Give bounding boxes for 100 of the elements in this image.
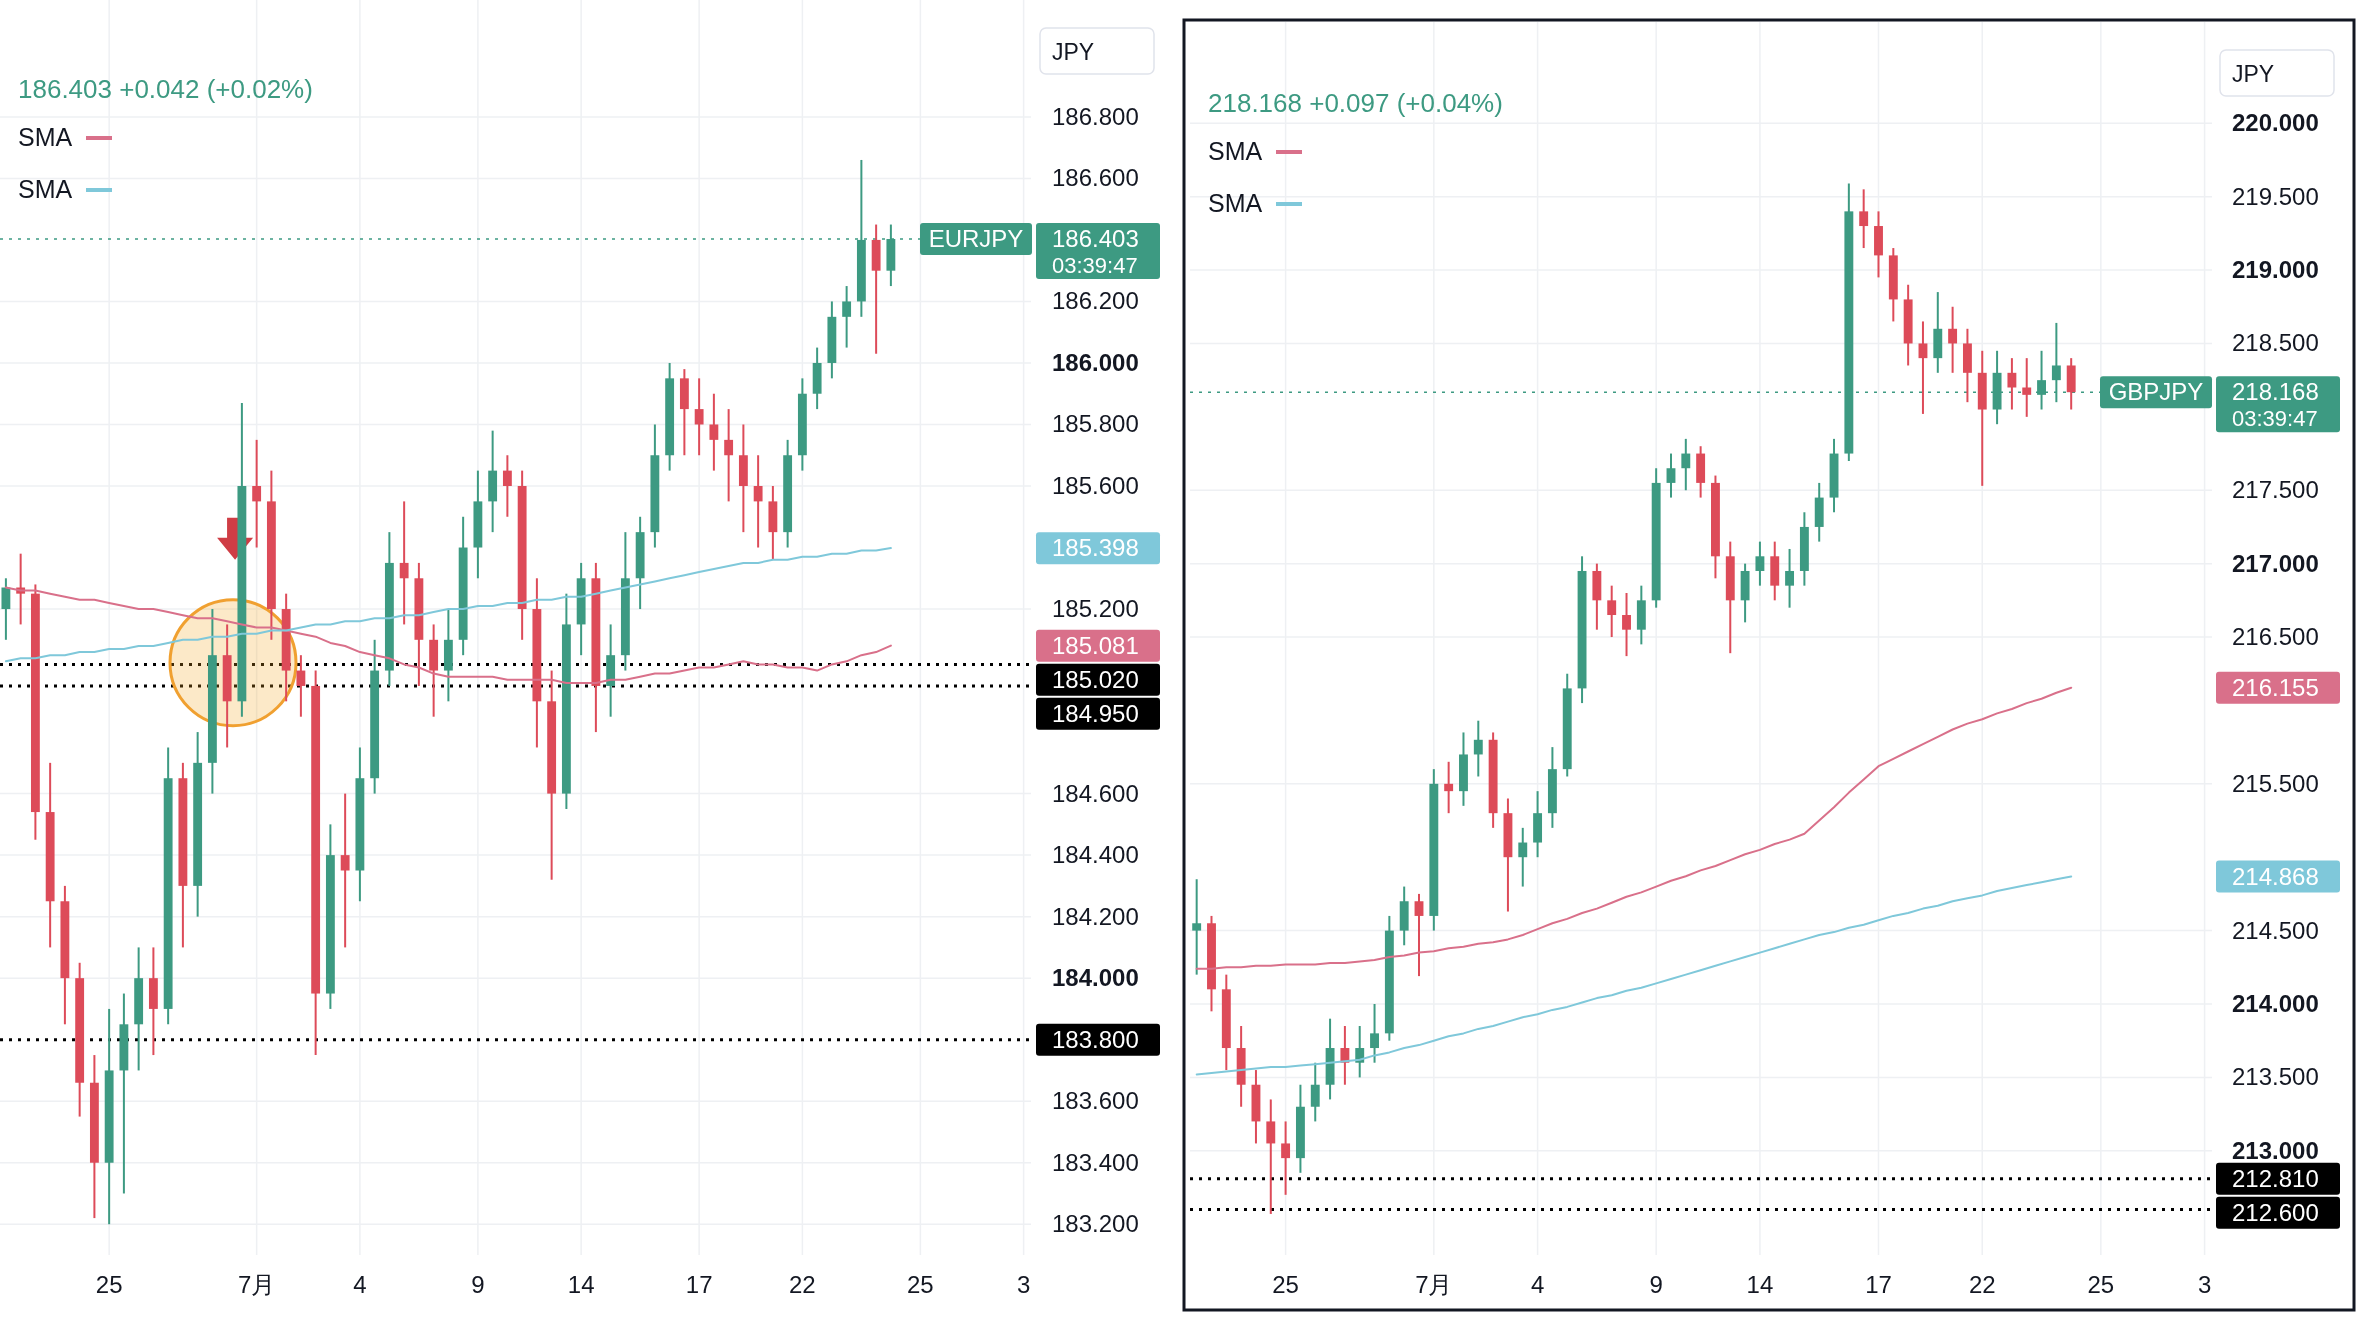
y-tick-label: 184.600 <box>1052 779 1139 807</box>
x-tick-label: 25 <box>1272 1271 1299 1298</box>
x-tick-label: 4 <box>1530 1271 1545 1298</box>
candlestick <box>502 454 512 518</box>
candlestick <box>709 392 719 472</box>
x-tick-label: 14 <box>567 1271 595 1298</box>
candlestick <box>694 377 704 457</box>
y-tick-label: 213.500 <box>2232 1063 2319 1091</box>
legend-label: SMA <box>18 175 73 203</box>
candlestick <box>252 438 262 549</box>
y-tick-label: 215.500 <box>2232 769 2319 797</box>
y-tick-label: 214.000 <box>2232 990 2319 1017</box>
y-tick-label: 183.600 <box>1052 1087 1139 1115</box>
ref-line-label: 185.020 <box>1052 665 1139 693</box>
x-tick-label: 4 <box>353 1271 367 1298</box>
text: 03:39:47 <box>2232 406 2318 432</box>
ref-line-label: 212.600 <box>2232 1198 2319 1226</box>
ref-line-label: 212.810 <box>2232 1164 2319 1192</box>
candlestick <box>1518 826 1528 888</box>
candlestick <box>1785 547 1795 609</box>
x-tick-label: 9 <box>1649 1271 1663 1298</box>
y-tick-label: 184.200 <box>1052 902 1139 930</box>
candlestick <box>1414 892 1424 978</box>
candlestick <box>753 454 763 549</box>
y-tick-label: 219.500 <box>2232 182 2319 210</box>
candlestick <box>1444 760 1454 815</box>
x-tick-label: 3 <box>1016 1271 1031 1298</box>
text: JPY <box>2232 61 2275 87</box>
ref-line-label: 186.403 <box>1052 225 1139 252</box>
legend-label: SMA <box>1208 189 1263 217</box>
x-tick-label: 7月 <box>1415 1271 1453 1298</box>
line-series <box>1195 875 2073 1076</box>
text: 214.868 <box>2232 862 2319 890</box>
candlestick <box>724 408 734 503</box>
candlestick <box>1948 305 1958 374</box>
line-series <box>4 547 892 663</box>
candlestick <box>1473 719 1483 778</box>
y-tick-label: 213.000 <box>2232 1136 2319 1164</box>
candlestick <box>399 500 409 626</box>
candlestick <box>1192 878 1202 976</box>
y-tick-label: 184.000 <box>1052 964 1139 992</box>
candlestick <box>842 285 852 349</box>
candlestick <box>2007 357 2017 411</box>
candlestick <box>1370 1003 1379 1064</box>
text: 185.081 <box>1052 631 1139 659</box>
x-tick-label: 17 <box>1865 1271 1892 1298</box>
ref-line-label: 218.168 <box>2232 378 2319 406</box>
y-tick-label: 186.200 <box>1052 287 1139 315</box>
x-tick-label: 25 <box>2087 1271 2115 1298</box>
y-tick-label: 218.500 <box>2232 329 2319 357</box>
y-tick-label: 183.400 <box>1052 1148 1139 1176</box>
text: 216.155 <box>2232 673 2319 701</box>
candlestick <box>1755 540 1765 587</box>
y-tick-label: 185.800 <box>1052 410 1139 438</box>
y-tick-label: 184.400 <box>1052 841 1139 869</box>
candlestick <box>2022 357 2032 418</box>
y-tick-label: 216.500 <box>2232 623 2319 651</box>
candlestick <box>1622 592 1631 658</box>
legend-label: SMA <box>18 123 73 151</box>
text: 03:39:47 <box>1052 253 1138 278</box>
y-tick-label: 220.000 <box>2232 109 2319 137</box>
candlestick <box>1859 188 1869 250</box>
text: 186.403 +0.042 (+0.02%) <box>18 74 313 104</box>
x-tick-label: 7月 <box>237 1271 276 1298</box>
y-tick-label: 217.000 <box>2232 549 2319 577</box>
candlestick <box>296 654 306 718</box>
x-tick-label: 17 <box>685 1271 713 1298</box>
ref-line-label: 183.800 <box>1052 1025 1139 1053</box>
line-series <box>1195 686 2073 970</box>
annotation: GBPJPY <box>2108 378 2204 406</box>
x-tick-label: 25 <box>907 1271 934 1298</box>
y-tick-label: 185.600 <box>1052 472 1139 499</box>
candlestick <box>1607 584 1617 639</box>
x-tick-label: 14 <box>1746 1271 1774 1298</box>
text: 218.168 +0.097 (+0.04%) <box>1208 88 1503 118</box>
candlestick <box>1266 1098 1276 1215</box>
candlestick <box>1681 437 1691 492</box>
candlestick <box>1666 452 1676 499</box>
x-tick-label: 22 <box>789 1271 816 1298</box>
y-tick-label: 185.200 <box>1052 595 1139 623</box>
candlestick <box>1918 320 1928 415</box>
y-tick-label: 217.500 <box>2232 476 2319 504</box>
ref-line-label: 184.950 <box>1052 699 1139 727</box>
x-tick-label: 22 <box>1968 1271 1996 1298</box>
y-tick-label: 214.500 <box>2232 916 2319 944</box>
candlestick <box>1281 1120 1291 1196</box>
y-tick-label: 186.600 <box>1052 164 1139 192</box>
x-tick-label: 9 <box>471 1271 485 1298</box>
annotation: EURJPY <box>928 225 1024 252</box>
text: JPY <box>1052 39 1095 65</box>
x-tick-label: 3 <box>2197 1271 2212 1298</box>
legend-label: SMA <box>1208 137 1263 165</box>
y-tick-label: 183.200 <box>1052 1210 1139 1238</box>
candlestick <box>1 577 11 641</box>
y-tick-label: 186.800 <box>1052 102 1139 130</box>
text: 185.398 <box>1052 534 1139 562</box>
candlestick <box>340 792 350 949</box>
y-tick-label: 186.000 <box>1052 348 1139 376</box>
x-tick-label: 25 <box>95 1271 123 1298</box>
y-tick-label: 219.000 <box>2232 256 2319 284</box>
